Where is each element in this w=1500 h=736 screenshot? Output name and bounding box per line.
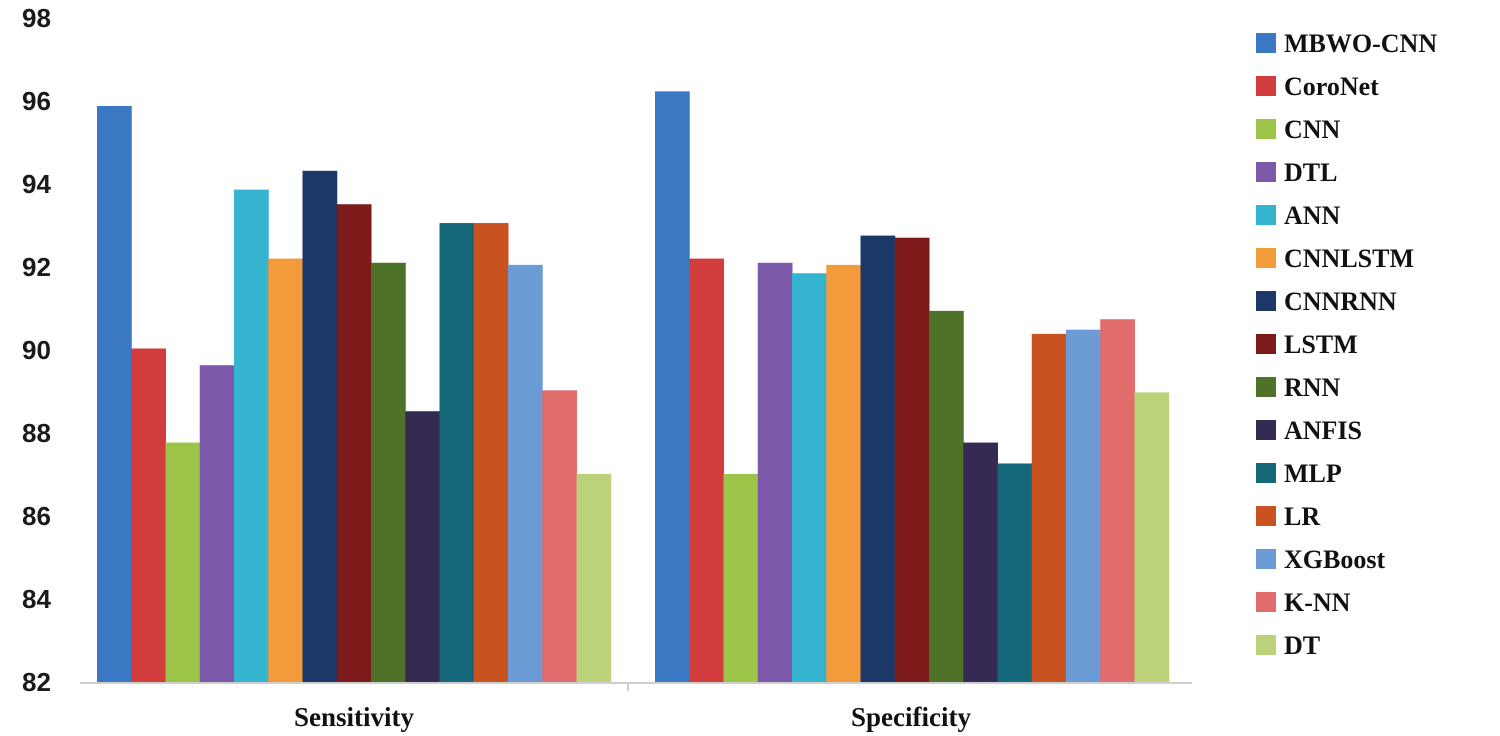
legend-label: CNNLSTM: [1284, 244, 1414, 273]
bar-lr-specificity: [1031, 333, 1067, 683]
legend-swatch: [1256, 33, 1276, 53]
bar-dt-specificity: [1134, 392, 1170, 683]
bar-k-nn-sensitivity: [542, 390, 577, 683]
legend-label: LR: [1284, 502, 1320, 531]
legend-label: CoroNet: [1284, 72, 1379, 101]
legend-swatch: [1256, 76, 1276, 96]
legend-swatch: [1256, 334, 1276, 354]
category-label-specificity: Specificity: [851, 702, 971, 732]
bar-mbwo-cnn-specificity: [655, 91, 690, 684]
bar-anfis-sensitivity: [405, 411, 440, 683]
legend-swatch: [1256, 420, 1276, 440]
y-tick-label: 92: [22, 252, 51, 282]
legend-label: K-NN: [1284, 588, 1351, 617]
y-tick-label: 94: [22, 169, 51, 199]
bar-lstm-sensitivity: [336, 204, 372, 683]
category-label-sensitivity: Sensitivity: [294, 702, 415, 732]
legend-swatch: [1256, 248, 1276, 268]
legend-label: ANN: [1284, 201, 1341, 230]
y-tick-label: 84: [22, 584, 51, 614]
legend-label: MBWO-CNN: [1284, 29, 1437, 58]
bar-cnnrnn-specificity: [860, 235, 896, 684]
bar-dtl-specificity: [757, 262, 793, 683]
y-tick-label: 90: [22, 335, 51, 365]
bar-coronet-sensitivity: [131, 348, 166, 683]
legend-label: LSTM: [1284, 330, 1358, 359]
legend: MBWO-CNN CoroNet CNN DTL ANN CNNLSTM CNN…: [1256, 29, 1437, 660]
legend-label: DT: [1284, 631, 1320, 660]
legend-label: MLP: [1284, 459, 1342, 488]
bar-xgboost-specificity: [1066, 329, 1101, 683]
y-tick-label: 98: [22, 3, 51, 33]
legend-label: CNN: [1284, 115, 1341, 144]
legend-swatch: [1256, 506, 1276, 526]
bar-k-nn-specificity: [1100, 319, 1135, 683]
legend-swatch: [1256, 205, 1276, 225]
bar-coronet-specificity: [689, 258, 724, 683]
legend-swatch: [1256, 377, 1276, 397]
legend-label: XGBoost: [1284, 545, 1385, 574]
y-tick-label: 88: [22, 418, 51, 448]
bar-rnn-specificity: [929, 310, 964, 683]
legend-label: DTL: [1284, 158, 1337, 187]
y-tick-label: 96: [22, 86, 51, 116]
legend-swatch: [1256, 162, 1276, 182]
bar-cnnlstm-sensitivity: [268, 258, 303, 683]
bar-anfis-specificity: [963, 442, 998, 683]
bar-cnn-sensitivity: [165, 442, 201, 683]
legend-swatch: [1256, 463, 1276, 483]
bar-mlp-sensitivity: [439, 223, 475, 683]
bar-dt-sensitivity: [576, 473, 612, 683]
bar-mbwo-cnn-sensitivity: [97, 105, 132, 684]
bar-lr-sensitivity: [473, 223, 509, 683]
legend-swatch: [1256, 119, 1276, 139]
bar-mlp-specificity: [997, 463, 1033, 683]
bars-group: [97, 91, 1170, 684]
bar-xgboost-sensitivity: [508, 264, 543, 684]
legend-swatch: [1256, 635, 1276, 655]
legend-swatch: [1256, 549, 1276, 569]
y-tick-label: 86: [22, 501, 51, 531]
legend-label: RNN: [1284, 373, 1341, 402]
bar-ann-sensitivity: [234, 189, 269, 684]
bar-dtl-sensitivity: [199, 365, 235, 683]
legend-label: CNNRNN: [1284, 287, 1397, 316]
y-tick-label: 82: [22, 667, 51, 697]
legend-label: ANFIS: [1284, 416, 1362, 445]
legend-swatch: [1256, 592, 1276, 612]
bar-ann-specificity: [792, 273, 827, 683]
y-axis-ticks: 98 96 94 92 90 88 86 84 82: [22, 3, 51, 697]
legend-swatch: [1256, 291, 1276, 311]
bar-cnn-specificity: [723, 473, 759, 683]
bar-rnn-sensitivity: [371, 262, 406, 683]
bar-cnnrnn-sensitivity: [302, 170, 338, 684]
bar-lstm-specificity: [894, 237, 930, 683]
bar-cnnlstm-specificity: [826, 264, 861, 684]
